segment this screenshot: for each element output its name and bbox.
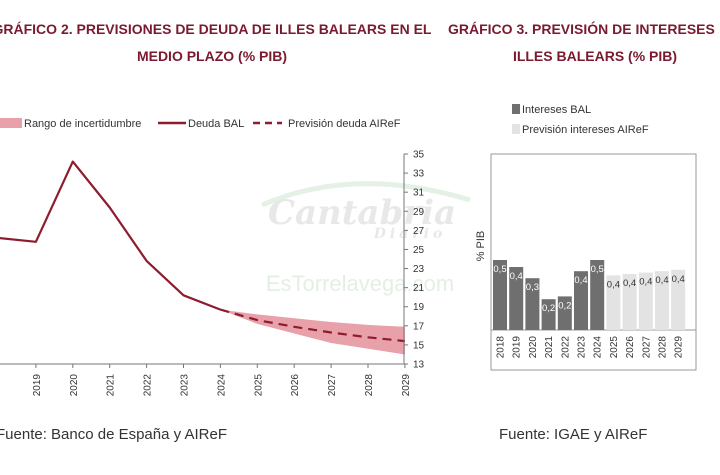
legend-label-band: Rango de incertidumbre bbox=[24, 118, 141, 130]
bar-data-label: 0,4 bbox=[607, 279, 620, 290]
chart2-x-tick-label: 2023 bbox=[180, 374, 191, 397]
bar-data-label: 0,3 bbox=[526, 282, 539, 293]
bar-prevision-intereses bbox=[606, 275, 621, 330]
legend-label-deuda: Deuda BAL bbox=[188, 118, 244, 130]
chart2-title: GRÁFICO 2. PREVISIONES DE DEUDA DE ILLES… bbox=[0, 21, 432, 37]
chart3-x-tick-label: 2020 bbox=[528, 336, 539, 359]
chart3-source: Fuente: IGAE y AIReF bbox=[499, 426, 648, 443]
chart2-x-tick-label: 2027 bbox=[327, 374, 338, 397]
chart2-y-tick-label: 25 bbox=[413, 245, 425, 256]
legend-swatch-intereses-bal bbox=[512, 104, 520, 114]
bar-intereses-bal bbox=[590, 260, 605, 330]
chart2-y-tick-label: 31 bbox=[413, 188, 425, 199]
chart3-x-tick-label: 2023 bbox=[577, 336, 588, 359]
watermark-diario: Diario bbox=[373, 226, 447, 242]
bar-intereses-bal bbox=[525, 278, 540, 330]
chart2-title-line2: MEDIO PLAZO (% PIB) bbox=[136, 48, 288, 64]
legend-label-intereses-bal: Intereses BAL bbox=[522, 104, 591, 116]
chart2-x-tick-label: 2024 bbox=[216, 374, 227, 397]
chart2-y-tick-label: 35 bbox=[413, 150, 425, 161]
bar-data-label: 0,2 bbox=[558, 300, 571, 311]
chart2-x-tick-label: 2019 bbox=[32, 374, 43, 397]
chart3-title-line2: ILLES BALEARS (% PIB) bbox=[512, 48, 678, 64]
bar-data-label: 0,4 bbox=[672, 274, 685, 285]
chart2-y-tick-label: 23 bbox=[413, 264, 425, 275]
bar-prevision-intereses bbox=[638, 272, 653, 330]
chart2-y-ticks: 13 15 17 19 21 23 25 27 29 31 33 35 bbox=[404, 150, 425, 371]
chart3-x-tick-label: 2018 bbox=[496, 336, 507, 359]
chart2-x-tick-label: 2020 bbox=[69, 374, 80, 397]
watermark-site: EsTorrelavega.com bbox=[266, 271, 454, 296]
chart2-x-tick-label: 2029 bbox=[401, 374, 412, 397]
chart2-legend: Rango de incertidumbre Deuda BAL Previsi… bbox=[0, 118, 401, 130]
bar-prevision-intereses bbox=[655, 271, 669, 330]
chart3: Intereses BAL Previsión intereses AIReF … bbox=[475, 104, 697, 371]
chart2-x-tick-label: 2026 bbox=[290, 374, 301, 397]
chart2-y-tick-label: 27 bbox=[413, 226, 425, 237]
bar-data-label: 0,5 bbox=[493, 264, 506, 275]
chart2-y-tick-label: 33 bbox=[413, 169, 425, 180]
bar-data-label: 0,2 bbox=[542, 303, 555, 314]
chart2-y-tick-label: 13 bbox=[413, 360, 425, 371]
chart3-title: GRÁFICO 3. PREVISIÓN DE INTERESES bbox=[448, 21, 715, 37]
bar-data-label: 0,4 bbox=[510, 271, 523, 282]
uncertainty-band bbox=[220, 309, 405, 355]
chart2-y-tick-label: 29 bbox=[413, 207, 425, 218]
bar-prevision-intereses bbox=[622, 274, 637, 330]
bar-intereses-bal bbox=[493, 260, 507, 330]
legend-label-prevision-intereses: Previsión intereses AIReF bbox=[522, 124, 649, 136]
chart2-source: Fuente: Banco de España y AIReF bbox=[0, 426, 227, 443]
watermark-cantabria: Cantabria bbox=[268, 193, 456, 233]
watermark-swoosh bbox=[261, 181, 471, 208]
chart2-y-tick-label: 21 bbox=[413, 283, 425, 294]
legend-swatch-band bbox=[0, 118, 22, 128]
bar-intereses-bal bbox=[574, 271, 588, 330]
chart2-x-ticks: 2019 2020 2021 2022 2023 2024 2025 2026 2027 2028… bbox=[32, 364, 412, 396]
bar-data-label: 0,4 bbox=[574, 275, 587, 286]
chart2-plot: 2019 2020 2021 2022 2023 2024 2025 2026 2027 2028… bbox=[0, 150, 425, 396]
chart3-x-ticks: 2018 2019 2020 2021 2022 2023 2024 2025 2026 2027… bbox=[496, 336, 685, 359]
chart3-x-tick-label: 2029 bbox=[674, 336, 685, 359]
chart3-x-tick-label: 2028 bbox=[658, 336, 669, 359]
chart3-y-label: % PIB bbox=[475, 231, 487, 262]
bar-data-label: 0,5 bbox=[591, 264, 604, 275]
prevision-deuda-line bbox=[220, 308, 406, 343]
bar-intereses-bal bbox=[557, 296, 572, 330]
legend-swatch-prevision-intereses bbox=[512, 124, 520, 134]
chart2-x-tick-label: 2022 bbox=[143, 374, 154, 397]
bar-intereses-bal bbox=[509, 267, 524, 330]
chart2-y-tick-label: 15 bbox=[413, 340, 425, 351]
bar-data-label: 0,4 bbox=[639, 277, 652, 288]
chart2-y-tick-label: 17 bbox=[413, 321, 425, 332]
chart3-x-tick-label: 2026 bbox=[625, 336, 636, 359]
chart3-x-tick-label: 2025 bbox=[609, 336, 620, 359]
chart3-bars: 0,50,40,30,2 0,20,40,50,4 0,4 0,4 0,4 0,4 bbox=[493, 260, 686, 330]
chart3-x-tick-label: 2024 bbox=[593, 336, 604, 359]
chart3-x-tick-label: 2027 bbox=[641, 336, 652, 359]
bar-intereses-bal bbox=[541, 299, 556, 330]
legend-label-prevision: Previsión deuda AIReF bbox=[288, 118, 401, 130]
watermark: Cantabria Diario EsTorrelavega.com bbox=[261, 181, 471, 296]
chart3-x-tick-label: 2022 bbox=[560, 336, 571, 359]
chart3-x-tick-label: 2021 bbox=[544, 336, 555, 359]
bar-data-label: 0,4 bbox=[655, 275, 668, 286]
bar-prevision-intereses bbox=[671, 269, 686, 330]
chart2-y-tick-label: 19 bbox=[413, 302, 425, 313]
chart2-x-tick-label: 2025 bbox=[253, 374, 264, 397]
chart3-x-tick-label: 2019 bbox=[512, 336, 523, 359]
chart2-x-tick-label: 2021 bbox=[106, 374, 117, 397]
chart2-x-tick-label: 2028 bbox=[364, 374, 375, 397]
bar-data-label: 0,4 bbox=[623, 278, 636, 289]
deuda-bal-line bbox=[0, 160, 221, 311]
